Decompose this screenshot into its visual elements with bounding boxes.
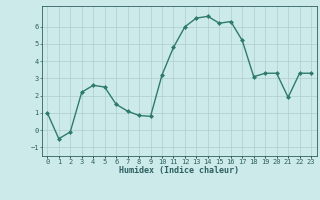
- X-axis label: Humidex (Indice chaleur): Humidex (Indice chaleur): [119, 166, 239, 175]
